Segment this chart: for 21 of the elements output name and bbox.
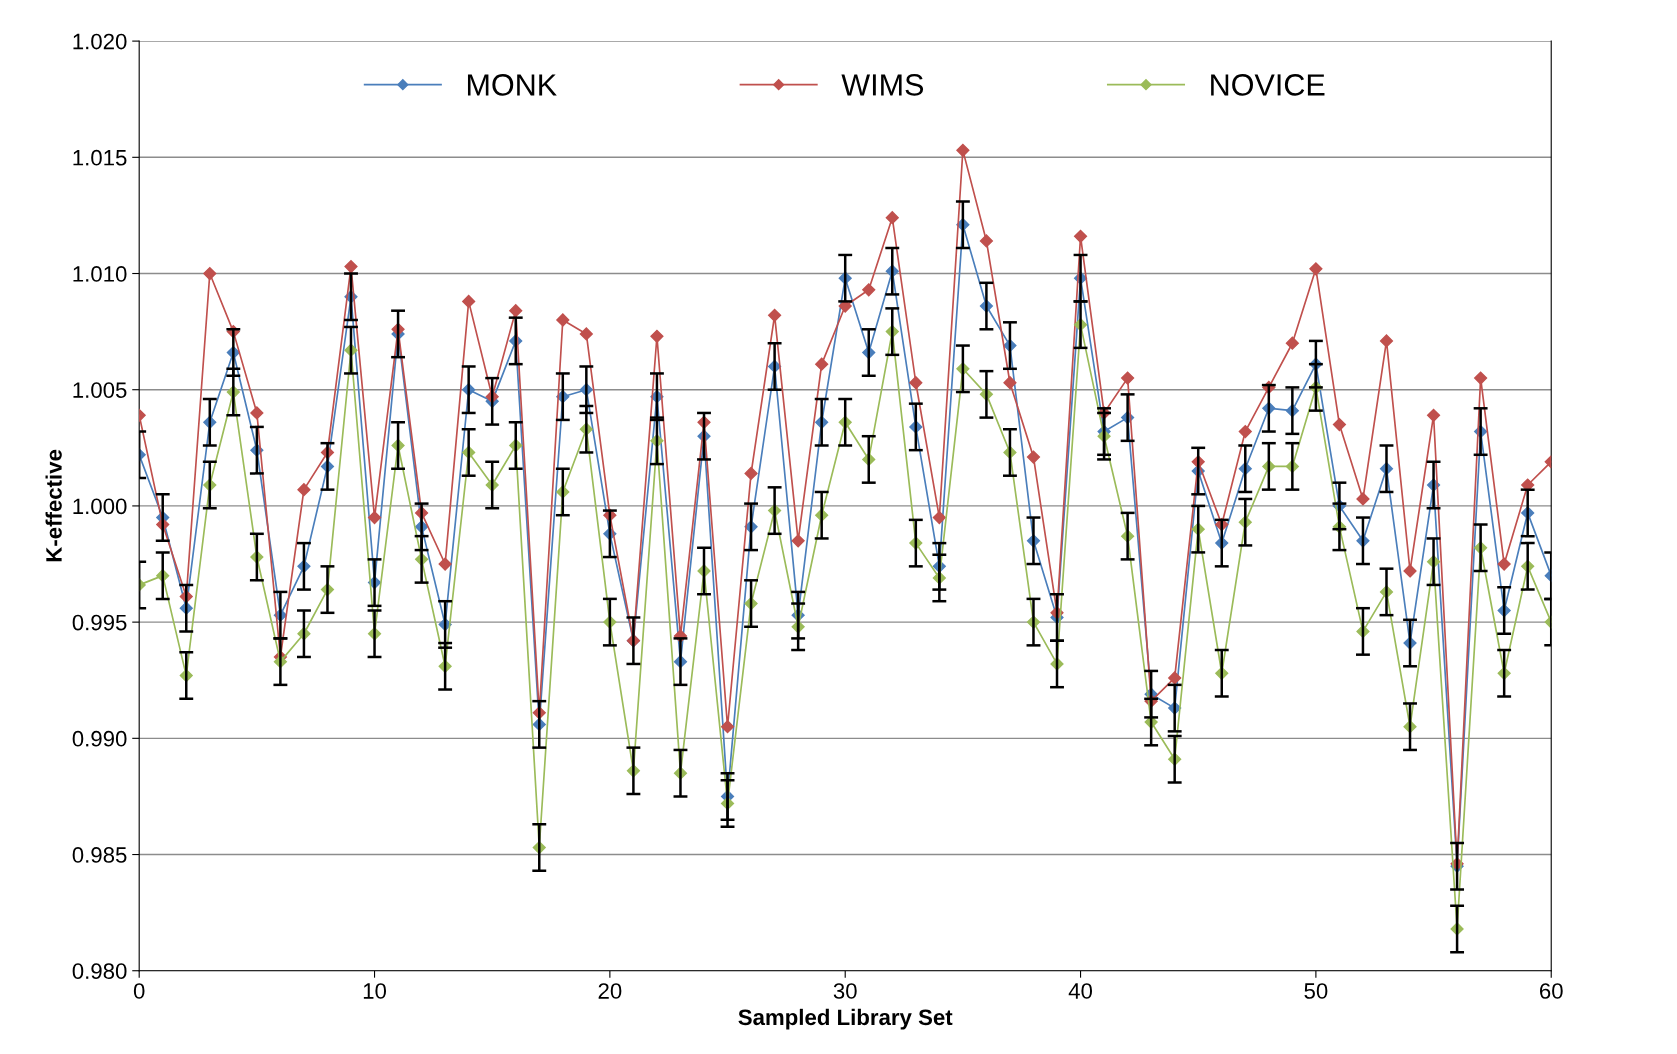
x-tick-label: 40 (1068, 983, 1093, 999)
x-axis-title: Sampled Library Set (738, 1008, 953, 1030)
legend-label: WIMS (841, 74, 924, 96)
y-tick-label: 1.000 (73, 498, 127, 515)
y-tick-label: 1.005 (73, 382, 127, 398)
y-tick-label: 0.990 (72, 730, 127, 747)
y-tick-label: 1.010 (73, 266, 127, 282)
legend-label: NOVICE (1211, 74, 1325, 96)
y-tick-label: 0.995 (72, 614, 127, 631)
y-tick-label: 0.980 (72, 963, 127, 979)
x-tick-label: 30 (833, 983, 857, 999)
y-tick-label: 1.015 (73, 149, 127, 166)
x-tick-label: 60 (1540, 983, 1563, 999)
y-axis-title: K-effective (45, 449, 62, 562)
y-tick-label: 1.020 (73, 33, 127, 50)
x-tick-label: 20 (598, 983, 622, 999)
x-tick-label: 50 (1304, 983, 1328, 999)
legend-label: MONK (467, 74, 557, 96)
x-tick-label: 10 (363, 983, 387, 999)
y-tick-label: 0.985 (72, 847, 127, 863)
x-tick-label: 0 (133, 983, 145, 999)
